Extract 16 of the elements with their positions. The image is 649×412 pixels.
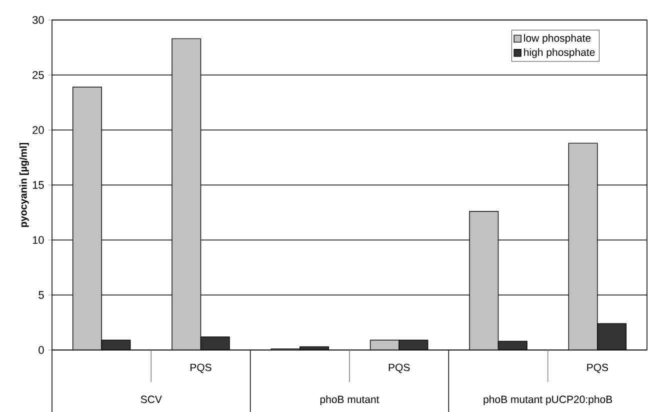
y-tick-label: 0 (38, 346, 44, 354)
x-tick-label: PQS (388, 364, 410, 374)
y-axis-title: pyocyanin [µg/ml] (20, 142, 29, 227)
legend-label: low phosphate (524, 34, 591, 44)
y-tick-label: 15 (32, 181, 44, 189)
x-tick-label: PQS (190, 364, 212, 374)
y-tick-label: 20 (32, 126, 44, 134)
y-tick-label: 10 (32, 236, 44, 244)
text: SCV (140, 396, 162, 404)
y-tick-label: 5 (38, 291, 44, 299)
y-tick-label: 25 (32, 71, 44, 79)
text: phoB mutant pUCP20:phoB (484, 395, 612, 406)
legend-label: high phosphate (524, 48, 595, 58)
y-tick-label: 30 (32, 16, 44, 24)
x-tick-label: PQS (587, 364, 608, 374)
text: phoB mutant (320, 395, 380, 406)
